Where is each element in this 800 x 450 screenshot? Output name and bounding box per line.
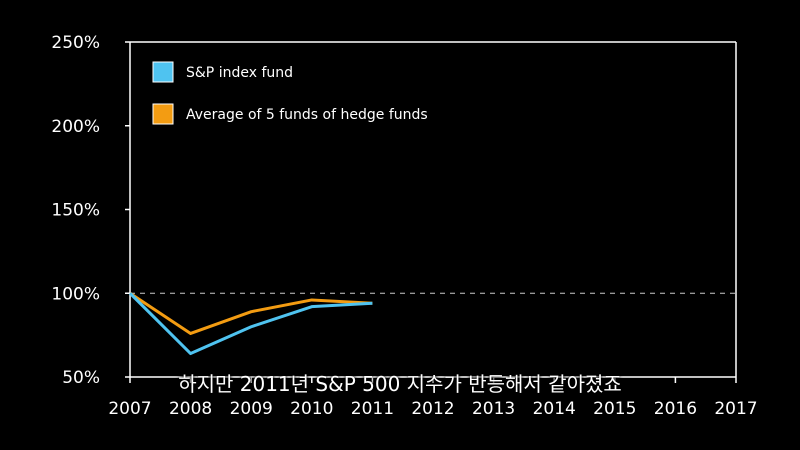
legend-swatch (152, 103, 174, 125)
y-tick-label: 250% (51, 33, 100, 53)
x-tick-label: 2011 (351, 399, 394, 419)
legend: S&P index fund Average of 5 funds of hedg… (152, 61, 428, 125)
x-tick-label: 2013 (472, 399, 515, 419)
series-line-0 (128, 292, 373, 356)
series-line-1 (129, 292, 373, 335)
legend-swatch (152, 61, 174, 83)
y-tick-label: 50% (62, 368, 100, 388)
y-tick-label: 100% (51, 284, 100, 304)
x-tick-label: 2012 (411, 399, 454, 419)
tick-labels: 50% 100% 150% 200% 250% 2007 2008 2009 2010 2011 2… (51, 33, 757, 419)
x-tick-label: 2008 (169, 399, 212, 419)
x-tick-label: 2007 (108, 399, 151, 419)
y-tick-label: 200% (51, 117, 100, 137)
legend-label: Average of 5 funds of hedge funds (186, 107, 428, 123)
x-tick-label: 2016 (654, 399, 697, 419)
axes (125, 41, 737, 383)
x-tick-label: 2015 (593, 399, 636, 419)
legend-label: S&P index fund (186, 65, 293, 81)
x-tick-label: 2009 (230, 399, 273, 419)
y-tick-label: 150% (51, 201, 100, 221)
x-tick-label: 2010 (290, 399, 333, 419)
series-lines (128, 292, 373, 356)
x-tick-label: 2014 (533, 399, 576, 419)
x-tick-label: 2017 (714, 399, 757, 419)
